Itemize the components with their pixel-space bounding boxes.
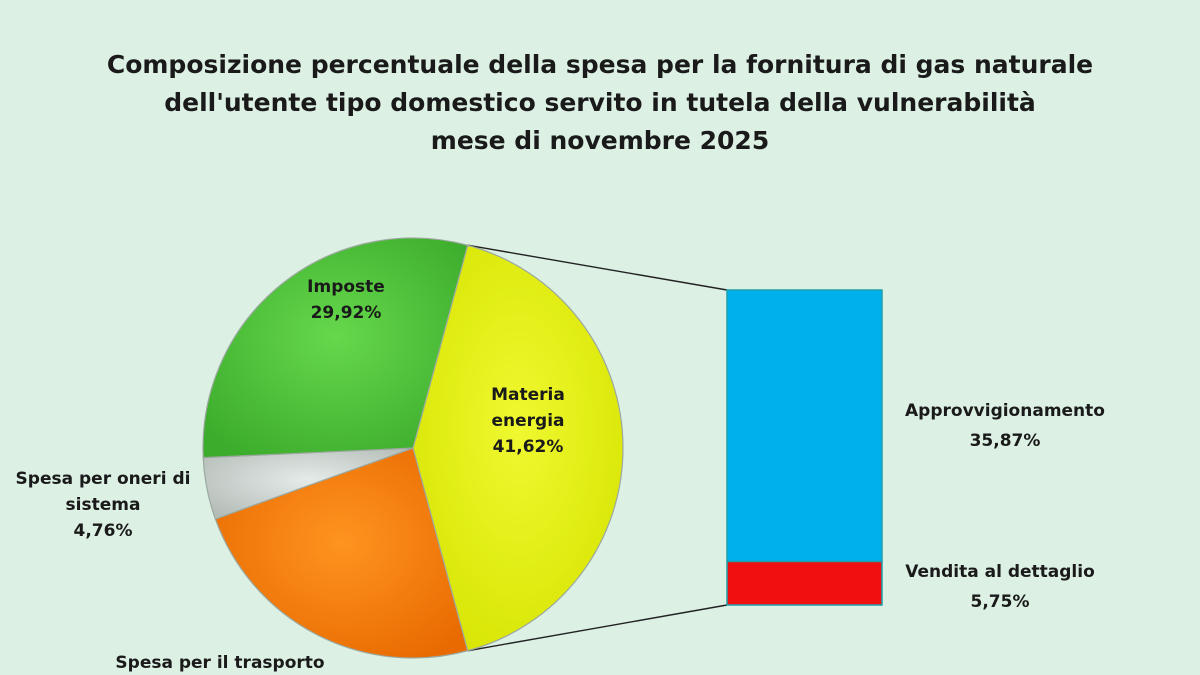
slice-label: sistema	[66, 495, 141, 515]
slice-label: energia	[491, 411, 564, 431]
connector-line-bottom	[467, 604, 728, 652]
bar-segment-value-label: 5,75%	[971, 592, 1030, 612]
slice-value-label: 29,92%	[311, 303, 382, 323]
slice-imposte	[202, 237, 469, 459]
slice-label: Materia	[491, 385, 565, 405]
slice-label: Spesa per oneri di	[16, 469, 191, 489]
bar-segment-value-label: 35,87%	[970, 431, 1041, 451]
bar-segment-vendita-dettaglio	[726, 560, 883, 606]
bar-segment-label: Vendita al dettaglio	[905, 562, 1095, 582]
title-line-3: mese di novembre 2025	[430, 126, 770, 155]
slice-spesa-trasporto	[214, 447, 469, 659]
bar-segment-approvvigionamento	[726, 289, 883, 563]
slice-value-label: 4,76%	[74, 521, 133, 541]
slice-materia-energia	[412, 244, 624, 652]
slice-value-label: 41,62%	[493, 437, 564, 457]
title-line-2: dell'utente tipo domestico servito in tu…	[164, 88, 1036, 117]
chart-title: Composizione percentuale della spesa per…	[0, 46, 1200, 160]
slice-label: Spesa per il trasporto	[115, 653, 324, 673]
connector-line-top	[467, 244, 728, 291]
bar-segment-label: Approvvigionamento	[905, 401, 1105, 421]
slice-label: Imposte	[307, 277, 385, 297]
title-line-1: Composizione percentuale della spesa per…	[106, 50, 1094, 79]
